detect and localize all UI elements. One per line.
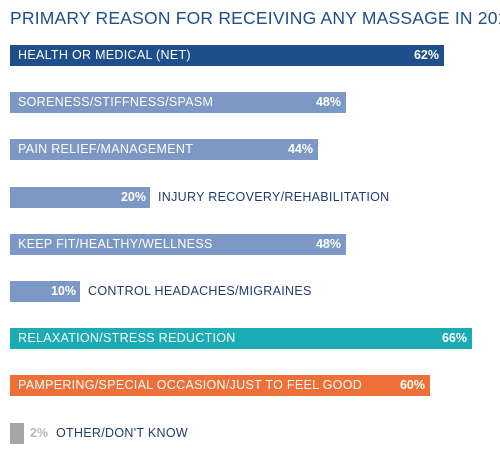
bar — [10, 328, 472, 349]
bar-value-label: 48% — [315, 237, 341, 251]
bar-category-label: HEALTH OR MEDICAL (NET) — [18, 48, 191, 62]
bar — [10, 139, 318, 160]
bar — [10, 234, 346, 255]
bar-category-label: RELAXATION/STRESS REDUCTION — [18, 331, 236, 345]
chart-title: PRIMARY REASON FOR RECEIVING ANY MASSAGE… — [10, 8, 500, 28]
bar — [10, 281, 80, 302]
bar — [10, 423, 24, 444]
bar-value-label: 20% — [120, 190, 146, 204]
bar — [10, 92, 346, 113]
bar-value-label: 62% — [413, 48, 439, 62]
bar-category-label: INJURY RECOVERY/REHABILITATION — [158, 190, 390, 204]
bar-value-label: 44% — [287, 142, 313, 156]
bar-category-label: CONTROL HEADACHES/MIGRAINES — [88, 284, 312, 298]
bar-category-label: PAIN RELIEF/MANAGEMENT — [18, 142, 194, 156]
bar-category-label: OTHER/DON'T KNOW — [56, 426, 188, 440]
bar-category-label: KEEP FIT/HEALTHY/WELLNESS — [18, 237, 213, 251]
bar-value-label: 2% — [30, 426, 49, 440]
bar-value-label: 60% — [399, 378, 425, 392]
bar-value-label: 10% — [50, 284, 76, 298]
bar-category-label: PAMPERING/SPECIAL OCCASION/JUST TO FEEL … — [18, 378, 363, 392]
bar-category-label: SORENESS/STIFFNESS/SPASM — [18, 95, 214, 109]
bar-value-label: 48% — [315, 95, 341, 109]
bar-value-label: 66% — [441, 331, 467, 345]
bar — [10, 45, 444, 66]
bar — [10, 187, 150, 208]
bar — [10, 375, 430, 396]
